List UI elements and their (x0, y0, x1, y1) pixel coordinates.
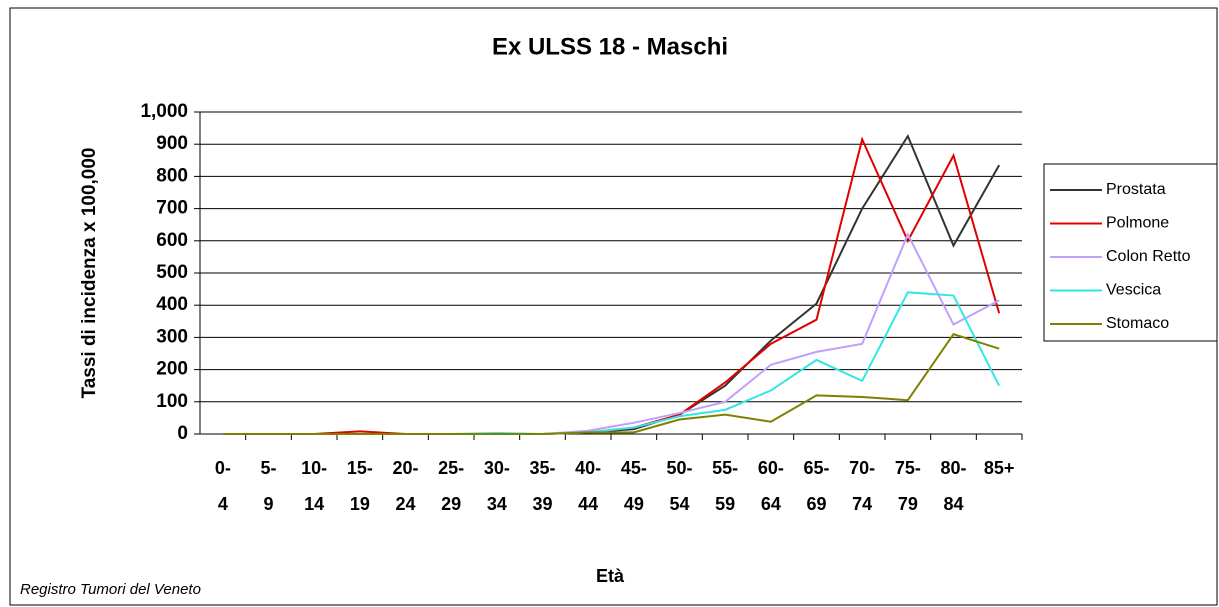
x-tick-label: 40-44 (575, 458, 601, 514)
legend-box (1043, 163, 1218, 342)
x-tick-label: 5-9 (260, 458, 276, 514)
legend-label: Prostata (1106, 181, 1166, 198)
chart-frame (9, 7, 1218, 606)
y-tick-label: 500 (156, 262, 188, 283)
y-tick-label: 600 (156, 230, 188, 251)
y-tick-label: 100 (156, 391, 188, 412)
x-tick-label: 80-84 (940, 458, 966, 514)
y-tick-label: 300 (156, 326, 188, 347)
y-tick-label: 1,000 (140, 101, 188, 122)
series-line (222, 333, 1000, 435)
x-tick-label: 60-64 (758, 458, 784, 514)
legend-label: Stomaco (1106, 315, 1169, 332)
x-tick-label: 15-19 (347, 458, 373, 514)
x-axis-label: Età (596, 566, 625, 586)
x-tick-label: 25-29 (438, 458, 464, 514)
x-tick-label: 75-79 (895, 458, 921, 514)
x-tick-label: 35-39 (529, 458, 555, 514)
x-tick-label: 65-69 (803, 458, 829, 514)
legend-label: Vescica (1106, 282, 1161, 299)
x-tick-label: 55-59 (712, 458, 738, 514)
y-axis-label: Tassi di incidenza x 100,000 (79, 148, 100, 399)
x-tick-label: 70-74 (849, 458, 875, 514)
y-tick-label: 900 (156, 133, 188, 154)
source-note: Registro Tumori del Veneto (20, 581, 201, 598)
legend-label: Colon Retto (1106, 248, 1191, 265)
y-tick-label: 800 (156, 165, 188, 186)
y-tick-label: 400 (156, 294, 188, 315)
y-tick-label: 700 (156, 198, 188, 219)
x-tick-label: 45-49 (621, 458, 647, 514)
chart-title: Ex ULSS 18 - Maschi (492, 33, 728, 60)
y-tick-label: 200 (156, 359, 188, 380)
x-tick-label: 50-54 (666, 458, 692, 514)
x-tick-label: 20-24 (392, 458, 418, 514)
x-tick-label: 30-34 (484, 458, 510, 514)
x-tick-label: 0-4 (215, 458, 231, 514)
x-tick-label: 85+ (984, 458, 1015, 478)
y-tick-label: 0 (177, 423, 188, 444)
legend-label: Polmone (1106, 215, 1169, 232)
x-tick-label: 10-14 (301, 458, 327, 514)
